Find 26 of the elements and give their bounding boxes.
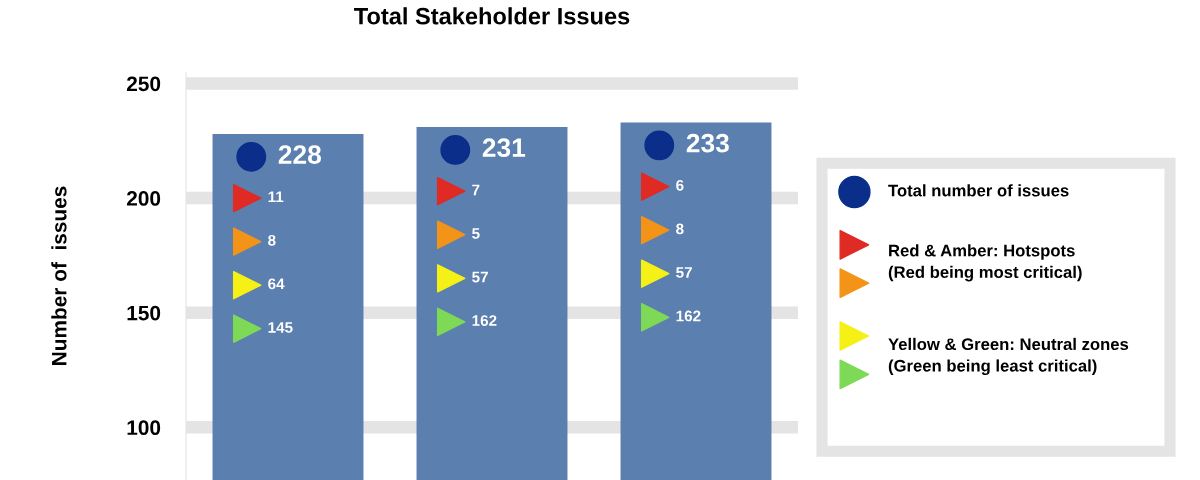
text: Red & Amber: Hotspots xyxy=(889,244,1075,260)
annotation: 57 xyxy=(472,271,488,283)
annotation: 162 xyxy=(676,310,701,322)
annotation: 6 xyxy=(676,179,684,191)
annotation: 11 xyxy=(268,191,284,203)
text: (Green being least critical) xyxy=(888,359,1097,375)
text: Yellow & Green: Neutral zones xyxy=(888,337,1129,351)
y-tick-label: 100 xyxy=(127,420,161,436)
annotation: 8 xyxy=(676,223,684,235)
text: Total number of issues xyxy=(888,184,1069,197)
text: (Red being most critical) xyxy=(888,265,1082,282)
annotation: 162 xyxy=(472,315,497,326)
data-label: 228 xyxy=(278,145,322,164)
y-tick-label: 250 xyxy=(126,76,161,92)
annotation: 145 xyxy=(268,322,293,333)
data-label: 233 xyxy=(686,133,729,153)
y-tick-label: 200 xyxy=(126,191,161,206)
y-axis-title: Number of issues xyxy=(51,186,67,365)
annotation: 8 xyxy=(268,234,276,246)
annotation: 5 xyxy=(472,228,480,239)
chart-title: Total Stakeholder Issues xyxy=(354,7,630,25)
annotation: 7 xyxy=(472,184,480,196)
annotation: 57 xyxy=(676,267,692,278)
annotation: 64 xyxy=(268,278,285,290)
y-tick-label: 150 xyxy=(127,305,161,321)
data-label: 231 xyxy=(482,138,526,158)
